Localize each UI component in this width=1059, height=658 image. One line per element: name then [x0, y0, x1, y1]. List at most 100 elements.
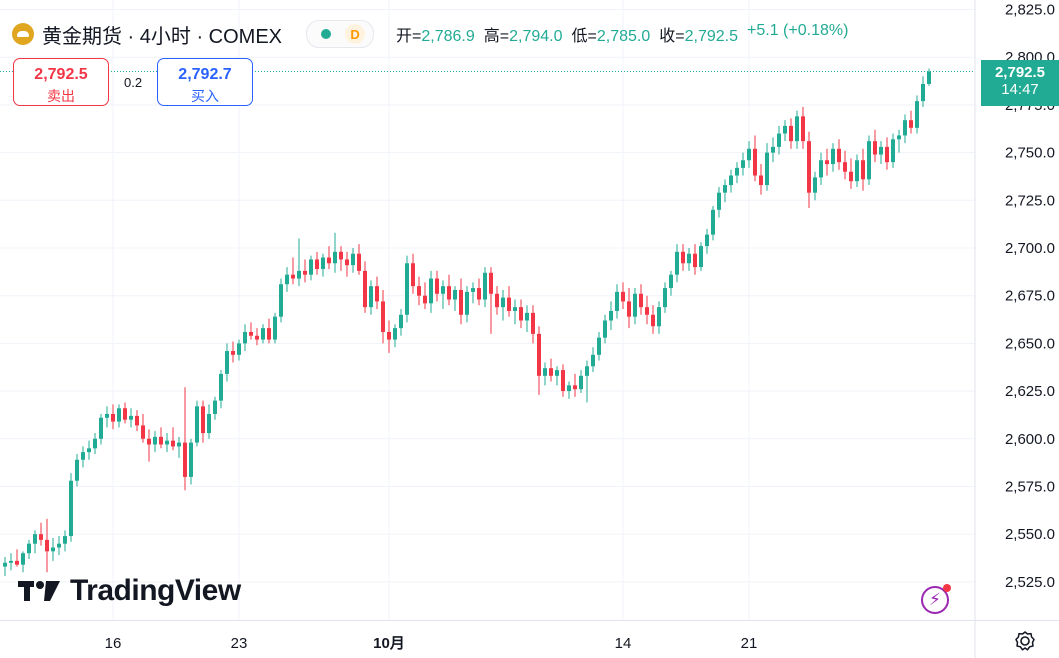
high-label: 高= — [483, 28, 510, 45]
candle-body — [231, 351, 235, 355]
y-tick-label: 2,675.0 — [1005, 288, 1055, 305]
candle-body — [903, 120, 907, 136]
market-status-pill[interactable]: D — [306, 20, 375, 48]
candle — [99, 413, 103, 445]
change-value: +5.1 (+0.18%) — [747, 22, 849, 39]
candle-body — [591, 354, 595, 367]
candle — [87, 440, 91, 460]
candle — [81, 446, 85, 468]
candle — [897, 129, 901, 153]
candle-body — [915, 101, 919, 128]
candle-body — [663, 288, 667, 308]
candle — [579, 370, 583, 393]
candle-body — [651, 314, 655, 327]
tradingview-logo[interactable]: TradingView — [18, 574, 241, 608]
candle-body — [861, 160, 865, 180]
open-value: 2,786.9 — [421, 28, 475, 45]
candle — [285, 267, 289, 292]
candle — [549, 358, 553, 382]
candle-body — [477, 288, 481, 300]
candle-body — [507, 297, 511, 311]
candle-body — [435, 278, 439, 294]
y-tick-label: 2,750.0 — [1005, 145, 1055, 162]
candle-body — [249, 331, 253, 336]
gold-futures-icon[interactable] — [12, 23, 34, 45]
candle — [867, 135, 871, 186]
sell-button[interactable]: 2,792.5 卖出 — [13, 58, 109, 106]
candle — [447, 274, 451, 306]
candle-body — [717, 192, 721, 210]
candle — [477, 278, 481, 306]
candle — [927, 68, 931, 86]
candle — [771, 137, 775, 163]
candle-body — [189, 442, 193, 477]
candle-body — [33, 534, 37, 544]
candle-body — [609, 310, 613, 321]
candle — [849, 158, 853, 189]
candle-body — [909, 120, 913, 128]
candle — [675, 244, 679, 283]
candle-body — [843, 162, 847, 172]
candle — [753, 135, 757, 182]
candle-body — [603, 320, 607, 338]
candle — [921, 76, 925, 107]
gear-icon[interactable] — [1013, 629, 1037, 653]
candle-body — [633, 293, 637, 317]
candle — [891, 133, 895, 168]
candle — [69, 473, 73, 542]
candle — [9, 553, 13, 571]
candle — [279, 278, 283, 323]
candle — [261, 324, 265, 344]
candle — [429, 270, 433, 313]
candle-body — [525, 312, 529, 321]
candle-body — [279, 284, 283, 317]
session-badge: D — [345, 24, 366, 44]
candle-body — [321, 257, 325, 269]
flash-icon[interactable]: ⚡ — [921, 584, 951, 614]
candle-body — [459, 289, 463, 315]
candle — [525, 305, 529, 332]
ohlc-legend: 开=2,786.9 高=2,794.0 低=2,785.0 收=2,792.5 … — [396, 22, 848, 46]
candle-body — [171, 440, 175, 447]
candle-body — [21, 553, 25, 565]
candle — [3, 557, 7, 577]
candle-body — [333, 251, 337, 264]
candle — [225, 343, 229, 382]
candle — [915, 95, 919, 134]
symbol-title[interactable]: 黄金期货 · 4小时 · COMEX — [42, 25, 283, 48]
candle — [783, 120, 787, 142]
open-label: 开= — [396, 28, 422, 45]
candle — [141, 413, 145, 443]
candle-body — [735, 167, 739, 176]
candle — [609, 301, 613, 331]
candle-body — [537, 333, 541, 376]
candle-body — [63, 536, 67, 544]
candle — [657, 301, 661, 334]
candle-body — [771, 146, 775, 153]
candle-body — [855, 160, 859, 182]
candle — [813, 171, 817, 201]
candle-body — [159, 436, 163, 445]
candle — [687, 248, 691, 271]
candle-body — [111, 413, 115, 422]
low-label: 低= — [571, 28, 597, 45]
candle — [327, 246, 331, 269]
candle — [531, 305, 535, 344]
candle — [837, 139, 841, 170]
y-tick-label: 2,525.0 — [1005, 574, 1055, 591]
candle-body — [741, 160, 745, 168]
candle-body — [573, 385, 577, 390]
candle-body — [729, 175, 733, 186]
low-value: 2,785.0 — [596, 28, 651, 45]
candle — [345, 251, 349, 277]
candle — [603, 314, 607, 344]
buy-price: 2,792.7 — [178, 66, 232, 83]
candle-body — [489, 272, 493, 294]
candle — [33, 530, 37, 554]
buy-button[interactable]: 2,792.7 买入 — [157, 58, 253, 106]
close-label: 收= — [659, 28, 685, 45]
candle-body — [483, 272, 487, 300]
candle-body — [39, 534, 43, 540]
candle-body — [75, 459, 79, 481]
